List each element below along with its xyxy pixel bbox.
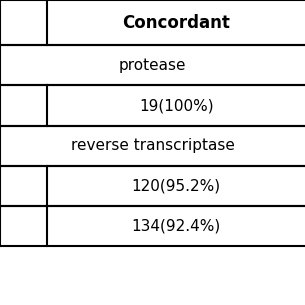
Text: 120(95.2%): 120(95.2%): [131, 178, 221, 194]
Text: Concordant: Concordant: [122, 13, 230, 32]
Text: protease: protease: [119, 58, 186, 73]
Text: 134(92.4%): 134(92.4%): [131, 219, 221, 234]
Text: 19(100%): 19(100%): [139, 98, 214, 113]
Text: reverse transcriptase: reverse transcriptase: [70, 138, 235, 153]
